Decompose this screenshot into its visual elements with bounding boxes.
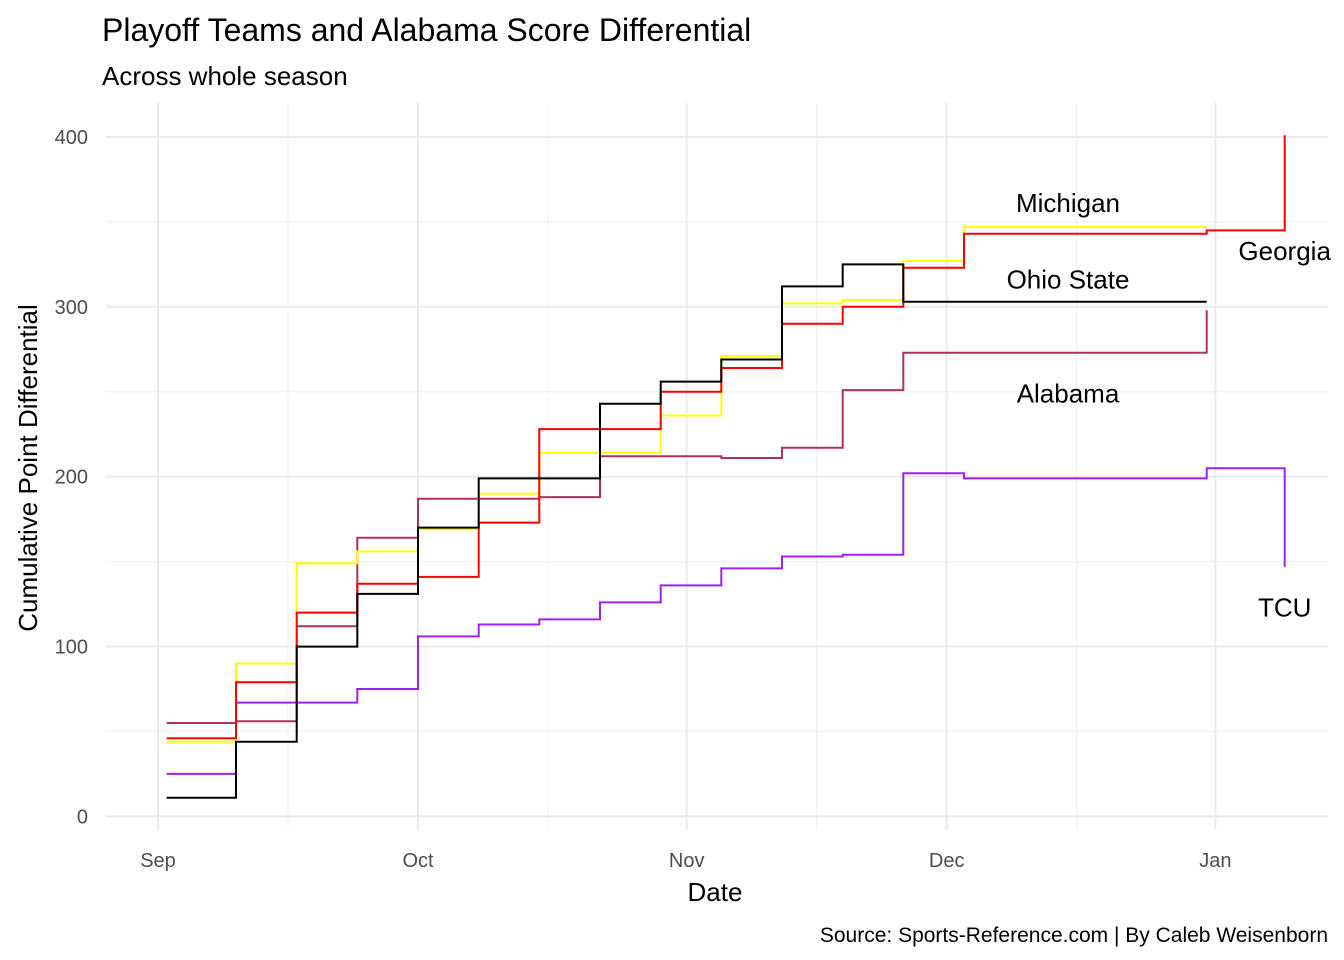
x-tick-label: Nov: [669, 850, 705, 872]
chart-caption: Source: Sports-Reference.com | By Caleb …: [820, 924, 1328, 947]
x-tick-label: Jan: [1199, 850, 1231, 872]
y-tick-label: 0: [77, 806, 88, 828]
series-label-alabama: Alabama: [1017, 378, 1120, 408]
series-label-michigan: Michigan: [1016, 188, 1120, 218]
grid: [106, 103, 1328, 830]
y-axis-title: Cumulative Point Differential: [13, 304, 43, 632]
chart-subtitle: Across whole season: [102, 61, 348, 91]
x-axis-title: Date: [688, 877, 743, 907]
series-label-tcu: TCU: [1258, 592, 1311, 622]
series-labels: TCU Alabama Michigan Georgia Ohio State: [1007, 188, 1332, 622]
y-axis-ticks: 0 100 200 300 400: [55, 127, 88, 828]
series-line-tcu: [166, 467, 1286, 775]
x-axis-ticks: Sep Oct Nov Dec Jan: [140, 850, 1231, 872]
x-tick-label: Dec: [929, 850, 965, 872]
y-tick-label: 200: [55, 467, 88, 489]
y-tick-label: 100: [55, 637, 88, 659]
series-line-georgia: [166, 135, 1286, 740]
series-label-georgia: Georgia: [1238, 236, 1331, 266]
y-tick-label: 300: [55, 297, 88, 319]
x-tick-label: Sep: [140, 850, 176, 872]
chart-title: Playoff Teams and Alabama Score Differen…: [102, 12, 751, 48]
series-line-ohio-state: [166, 263, 1207, 799]
series-layer: [166, 135, 1286, 799]
series-label-ohio-state: Ohio State: [1007, 265, 1130, 295]
y-tick-label: 400: [55, 127, 88, 149]
x-tick-label: Oct: [402, 850, 434, 872]
